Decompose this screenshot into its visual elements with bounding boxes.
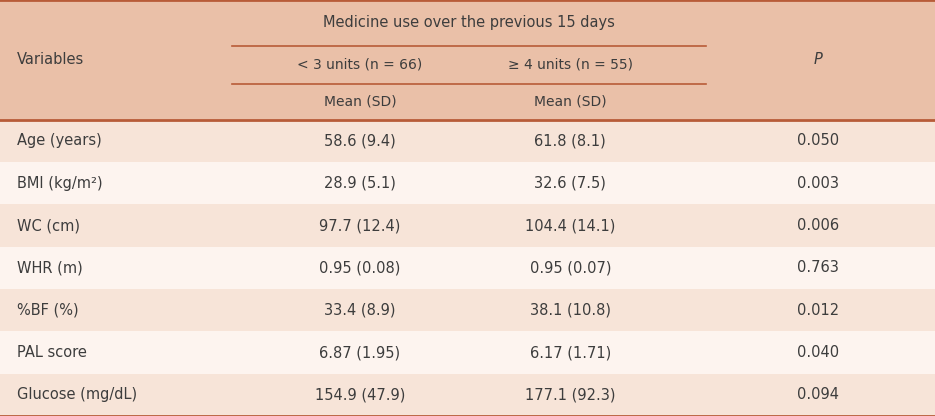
Text: 0.763: 0.763 bbox=[798, 260, 839, 275]
Text: 28.9 (5.1): 28.9 (5.1) bbox=[324, 176, 396, 191]
Text: Glucose (mg/dL): Glucose (mg/dL) bbox=[17, 387, 137, 402]
Bar bbox=[0, 332, 935, 374]
Text: 33.4 (8.9): 33.4 (8.9) bbox=[324, 303, 396, 318]
Bar bbox=[0, 247, 935, 289]
Bar bbox=[0, 204, 935, 247]
Text: PAL score: PAL score bbox=[17, 345, 87, 360]
Text: ≥ 4 units (n = 55): ≥ 4 units (n = 55) bbox=[508, 58, 633, 72]
Text: 0.95 (0.08): 0.95 (0.08) bbox=[319, 260, 401, 275]
Text: BMI (kg/m²): BMI (kg/m²) bbox=[17, 176, 103, 191]
Bar bbox=[0, 289, 935, 332]
Text: 177.1 (92.3): 177.1 (92.3) bbox=[525, 387, 615, 402]
Text: < 3 units (n = 66): < 3 units (n = 66) bbox=[297, 58, 423, 72]
Text: Medicine use over the previous 15 days: Medicine use over the previous 15 days bbox=[323, 15, 615, 30]
Text: Mean (SD): Mean (SD) bbox=[324, 94, 396, 108]
Text: 58.6 (9.4): 58.6 (9.4) bbox=[324, 134, 396, 149]
Text: Age (years): Age (years) bbox=[17, 134, 102, 149]
Text: 154.9 (47.9): 154.9 (47.9) bbox=[315, 387, 405, 402]
Text: Mean (SD): Mean (SD) bbox=[534, 94, 607, 108]
Text: 0.003: 0.003 bbox=[798, 176, 839, 191]
Text: 0.95 (0.07): 0.95 (0.07) bbox=[529, 260, 611, 275]
Text: 6.87 (1.95): 6.87 (1.95) bbox=[320, 345, 400, 360]
Bar bbox=[0, 0, 935, 120]
Text: 0.006: 0.006 bbox=[797, 218, 840, 233]
Text: 61.8 (8.1): 61.8 (8.1) bbox=[535, 134, 606, 149]
Bar bbox=[0, 120, 935, 162]
Text: 0.040: 0.040 bbox=[797, 345, 840, 360]
Text: 6.17 (1.71): 6.17 (1.71) bbox=[530, 345, 611, 360]
Text: 97.7 (12.4): 97.7 (12.4) bbox=[319, 218, 401, 233]
Text: 32.6 (7.5): 32.6 (7.5) bbox=[535, 176, 606, 191]
Text: WC (cm): WC (cm) bbox=[17, 218, 79, 233]
Text: 0.094: 0.094 bbox=[798, 387, 839, 402]
Text: 0.012: 0.012 bbox=[797, 303, 840, 318]
Bar bbox=[0, 162, 935, 204]
Text: 38.1 (10.8): 38.1 (10.8) bbox=[530, 303, 611, 318]
Text: 104.4 (14.1): 104.4 (14.1) bbox=[525, 218, 615, 233]
Text: Variables: Variables bbox=[17, 52, 84, 67]
Bar bbox=[0, 374, 935, 416]
Text: %BF (%): %BF (%) bbox=[17, 303, 79, 318]
Text: P: P bbox=[813, 52, 823, 67]
Text: 0.050: 0.050 bbox=[797, 134, 840, 149]
Text: WHR (m): WHR (m) bbox=[17, 260, 82, 275]
